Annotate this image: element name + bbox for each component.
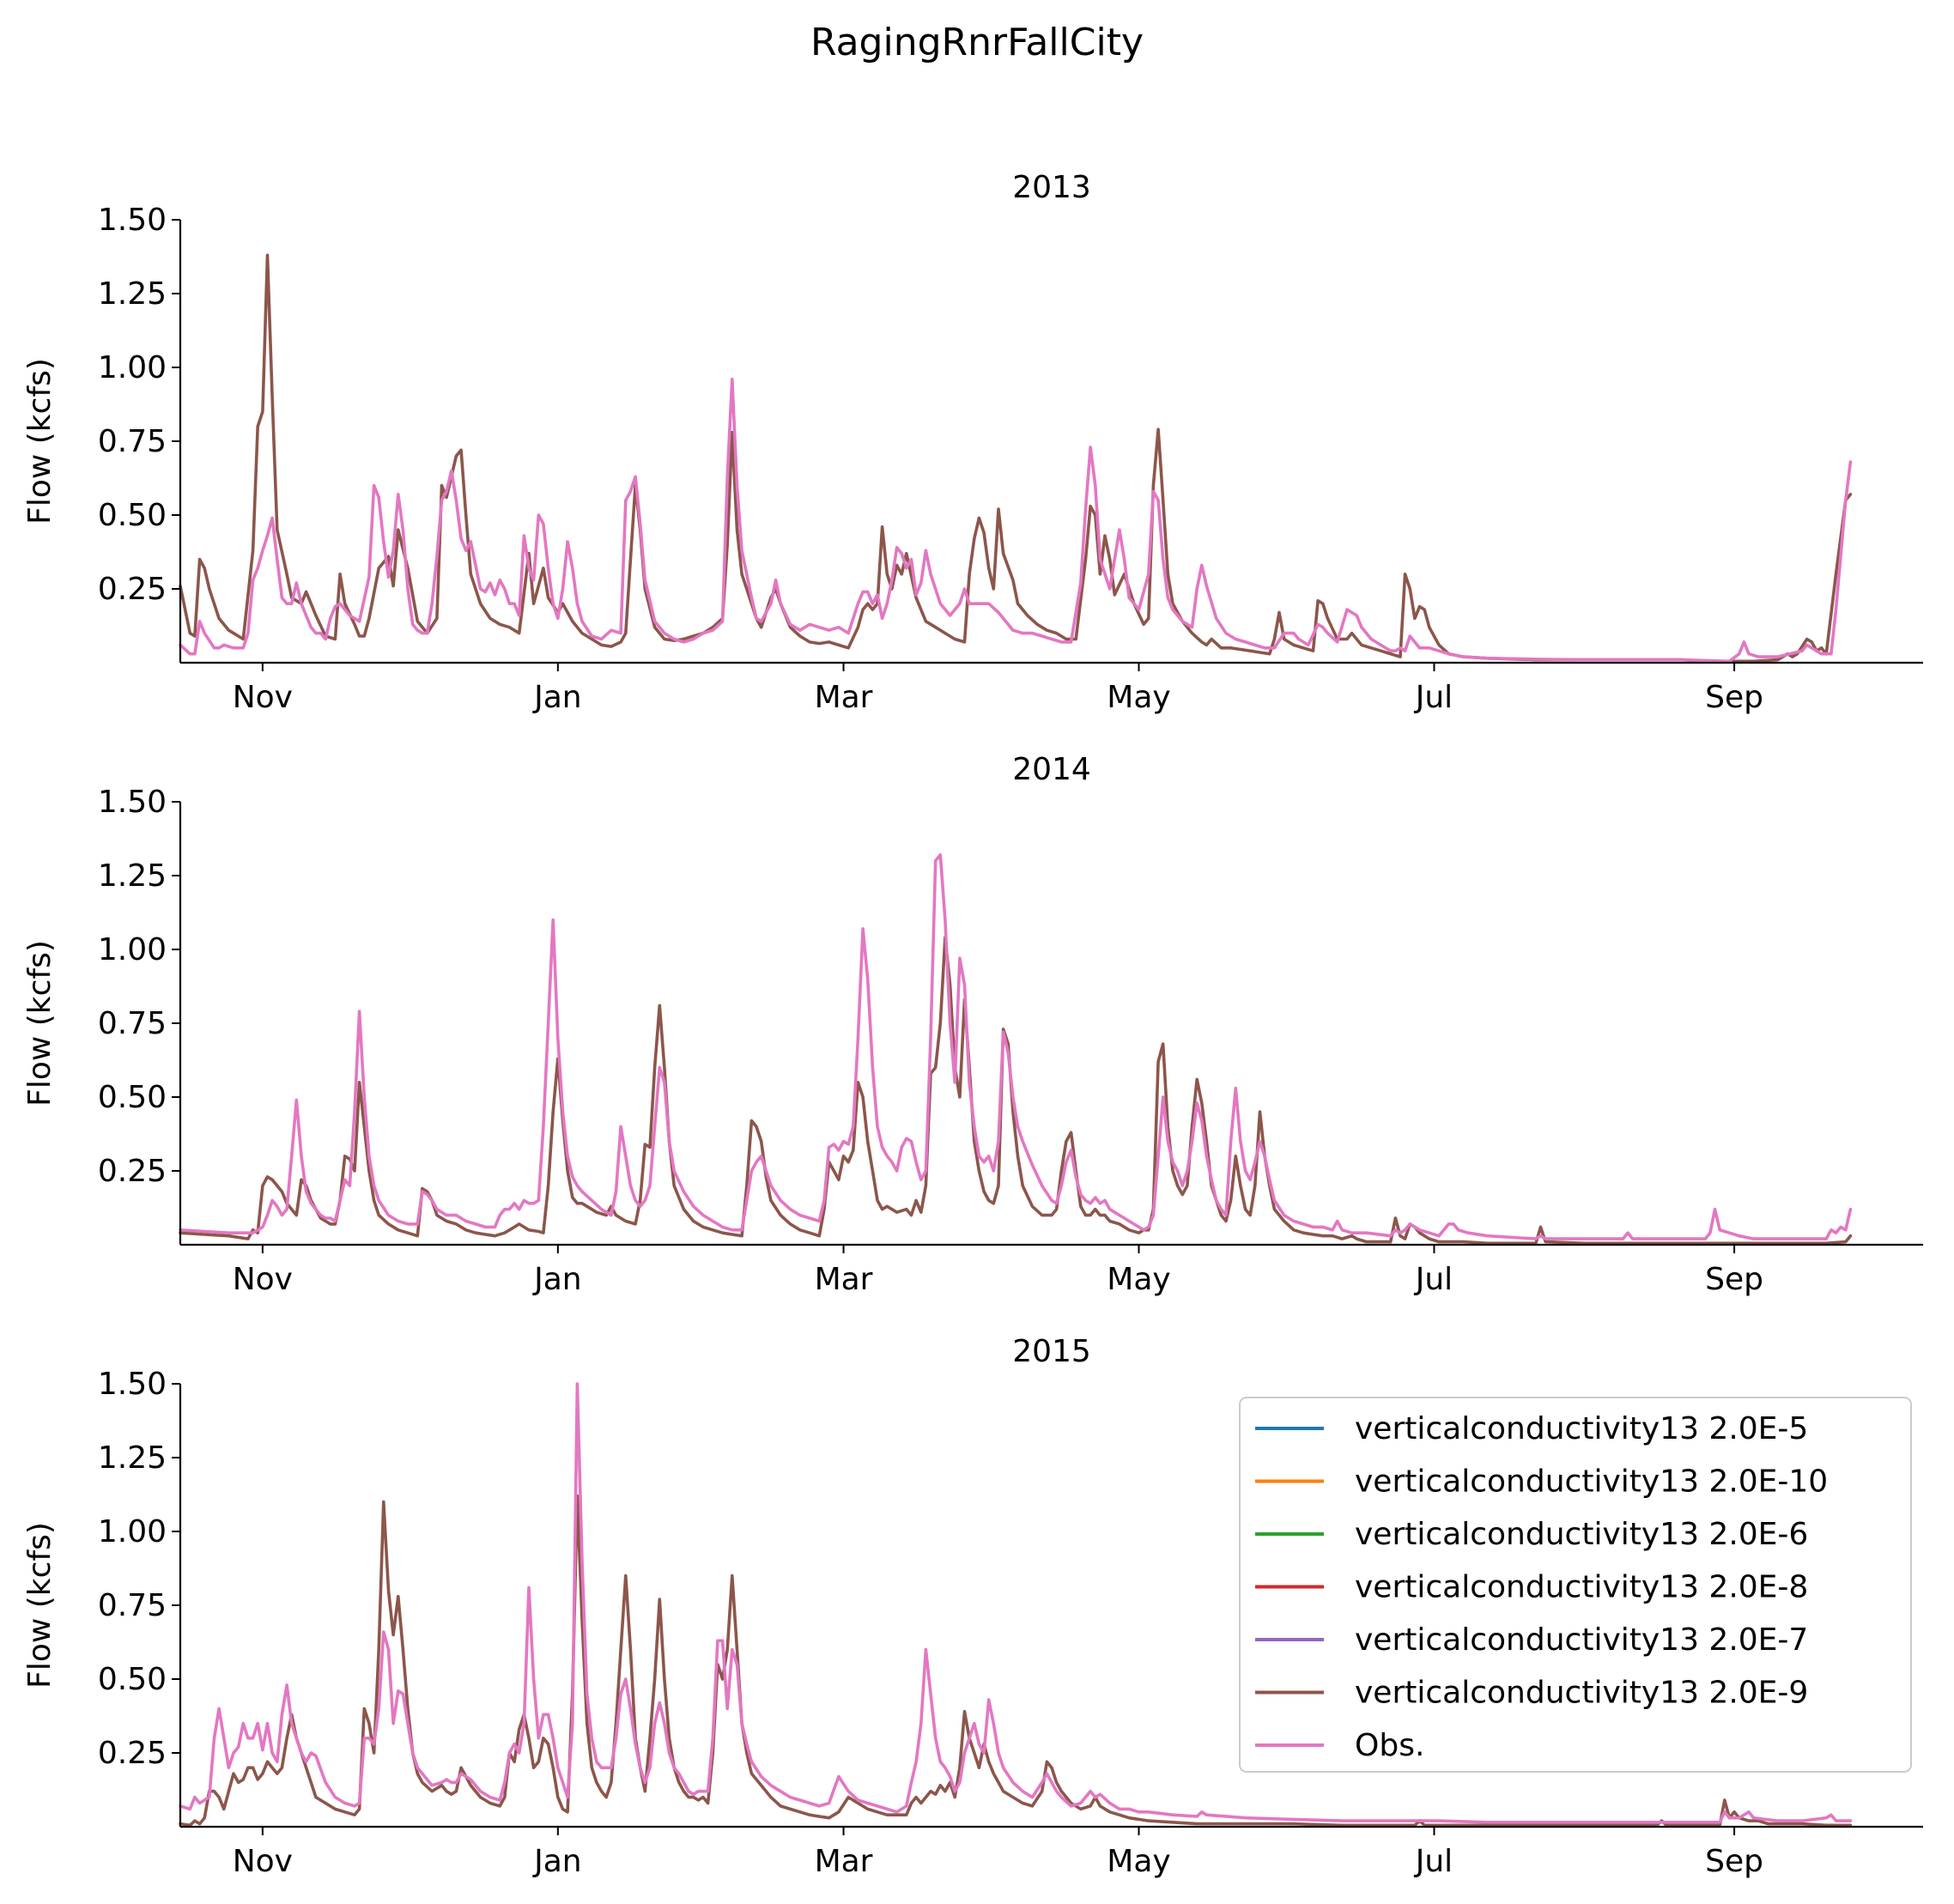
x-tick-label: Sep bbox=[1705, 680, 1763, 715]
y-tick-label: 0.75 bbox=[98, 1588, 167, 1623]
figure-title: RagingRnrFallCity bbox=[810, 21, 1144, 64]
x-tick-label: Mar bbox=[815, 680, 873, 715]
x-tick-label: Jan bbox=[532, 1844, 582, 1879]
legend-label: verticalconductivity13 2.0E-10 bbox=[1355, 1464, 1828, 1500]
chart-panel-2013: 2013 Flow (kcfs) 0.25 0.50 0.75 1.00 1.25 1.50 N… bbox=[22, 170, 1923, 715]
legend-label: verticalconductivity13 2.0E-6 bbox=[1355, 1517, 1808, 1552]
panel-title: 2014 bbox=[1012, 752, 1091, 787]
y-tick-label: 0.50 bbox=[98, 498, 167, 533]
legend-label: verticalconductivity13 2.0E-8 bbox=[1355, 1570, 1808, 1605]
legend: verticalconductivity13 2.0E-5 verticalcon… bbox=[1239, 1397, 1912, 1773]
x-tick-label: Jul bbox=[1414, 1262, 1453, 1297]
y-tick-label: 1.50 bbox=[98, 785, 167, 820]
y-tick-label: 0.25 bbox=[98, 1736, 167, 1771]
x-tick-label: May bbox=[1107, 680, 1170, 715]
panels: 2013 Flow (kcfs) 0.25 0.50 0.75 1.00 1.25 1.50 N… bbox=[22, 170, 1923, 1879]
x-tick-label: Mar bbox=[815, 1262, 873, 1297]
y-axis-label: Flow (kcfs) bbox=[22, 940, 58, 1107]
y-axis-label: Flow (kcfs) bbox=[22, 1522, 58, 1689]
x-tick-label: May bbox=[1107, 1262, 1170, 1297]
x-tick-label: Nov bbox=[233, 1844, 293, 1879]
y-tick-label: 1.00 bbox=[98, 350, 167, 385]
x-tick-label: May bbox=[1107, 1844, 1170, 1879]
y-tick-label: 1.50 bbox=[98, 1367, 167, 1402]
legend-label: verticalconductivity13 2.0E-5 bbox=[1355, 1411, 1808, 1446]
x-tick-label: Nov bbox=[233, 680, 293, 715]
y-tick-label: 0.50 bbox=[98, 1662, 167, 1697]
legend-label: verticalconductivity13 2.0E-7 bbox=[1355, 1622, 1808, 1658]
panel-title: 2013 bbox=[1012, 170, 1091, 205]
legend-label: Obs. bbox=[1355, 1728, 1424, 1763]
y-axis-label: Flow (kcfs) bbox=[22, 358, 58, 525]
series-line-verticalconductivity13-2-0e-9 bbox=[179, 1494, 1853, 1828]
series-line-obs- bbox=[179, 853, 1853, 1240]
x-tick-label: Sep bbox=[1705, 1262, 1763, 1297]
series-line-obs- bbox=[179, 1382, 1853, 1824]
x-tick-label: Jul bbox=[1414, 1844, 1453, 1879]
y-tick-label: 1.25 bbox=[98, 858, 167, 894]
y-tick-label: 1.00 bbox=[98, 932, 167, 967]
x-tick-label: Jan bbox=[532, 680, 582, 715]
y-tick-label: 0.75 bbox=[98, 1006, 167, 1041]
x-tick-label: Nov bbox=[233, 1262, 293, 1297]
series-line-obs- bbox=[179, 378, 1853, 664]
panel-title: 2015 bbox=[1012, 1334, 1091, 1369]
y-tick-label: 0.25 bbox=[98, 572, 167, 607]
x-tick-label: Jan bbox=[532, 1262, 582, 1297]
y-tick-label: 0.25 bbox=[98, 1154, 167, 1189]
y-tick-label: 0.50 bbox=[98, 1080, 167, 1115]
y-tick-label: 1.50 bbox=[98, 203, 167, 238]
y-tick-label: 1.00 bbox=[98, 1514, 167, 1549]
chart-panel-2015: 2015 Flow (kcfs) 0.25 0.50 0.75 1.00 1.25 1.50 N… bbox=[22, 1334, 1923, 1879]
y-tick-label: 0.75 bbox=[98, 424, 167, 459]
legend-label: verticalconductivity13 2.0E-9 bbox=[1355, 1676, 1808, 1711]
y-tick-label: 1.25 bbox=[98, 1440, 167, 1476]
series-line-verticalconductivity13-2-0e-9 bbox=[179, 253, 1853, 664]
x-tick-label: Sep bbox=[1705, 1844, 1763, 1879]
chart-panel-2014: 2014 Flow (kcfs) 0.25 0.50 0.75 1.00 1.25 1.50 N… bbox=[22, 752, 1923, 1297]
x-tick-label: Mar bbox=[815, 1844, 873, 1879]
x-tick-label: Jul bbox=[1414, 680, 1453, 715]
y-tick-label: 1.25 bbox=[98, 276, 167, 312]
legend-frame bbox=[1239, 1397, 1912, 1773]
